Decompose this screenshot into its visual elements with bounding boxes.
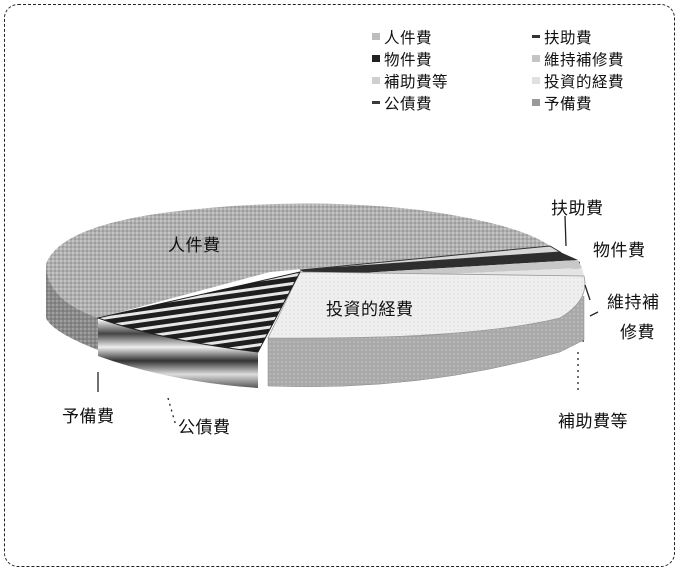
legend-item-toshi: 投資的経費: [532, 70, 672, 91]
legend-item-iji: 維持補修費: [532, 48, 672, 69]
data-label-iji-line1: 維持補: [607, 293, 660, 313]
legend-item-hojohi: 補助費等: [372, 70, 532, 91]
slice-toshi: [267, 271, 586, 388]
data-label-jinkenhi: 人件費: [168, 236, 221, 256]
legend-label: 扶助費: [544, 28, 593, 47]
legend-label: 投資的経費: [544, 72, 625, 91]
legend-swatch: [372, 101, 380, 104]
legend-swatch: [372, 33, 380, 40]
slice-yobihi: [96, 271, 301, 353]
data-label-fujohi: 扶助費: [551, 199, 604, 219]
legend-swatch: [532, 35, 540, 38]
legend-item-yobihi: 予備費: [532, 92, 672, 113]
legend-item-jinkenhi: 人件費: [372, 26, 532, 47]
legend-label: 公債費: [384, 94, 433, 113]
legend-label: 人件費: [384, 28, 433, 47]
legend-label: 補助費等: [384, 72, 449, 91]
data-label-kosaihi: 公債費: [178, 418, 231, 438]
data-label-yobihi: 予備費: [62, 407, 115, 427]
legend-swatch: [532, 77, 540, 84]
legend-swatch: [532, 99, 540, 106]
legend-label: 維持補修費: [544, 50, 625, 69]
leader-lines: [97, 215, 599, 427]
legend-item-fujohi: 扶助費: [532, 26, 672, 47]
data-label-iji-line2: 修費: [620, 323, 655, 343]
legend: 人件費 扶助費 物件費 維持補修費 補助費等 投資的経費 公債費 予備費: [372, 26, 672, 113]
legend-swatch: [372, 77, 380, 84]
data-label-bukkenhi: 物件費: [593, 241, 646, 261]
data-label-hojohi: 補助費等: [558, 412, 628, 432]
slice-kosaihi: [98, 320, 258, 388]
legend-label: 物件費: [384, 50, 433, 69]
legend-item-kosaihi: 公債費: [372, 92, 532, 113]
data-label-toshi: 投資的経費: [326, 300, 414, 320]
legend-item-bukkenhi: 物件費: [372, 48, 532, 69]
legend-label: 予備費: [544, 94, 593, 113]
legend-swatch: [372, 55, 380, 62]
legend-swatch: [532, 55, 540, 62]
chart-frame: [4, 4, 675, 567]
slice-jinkenhi: [46, 203, 550, 350]
